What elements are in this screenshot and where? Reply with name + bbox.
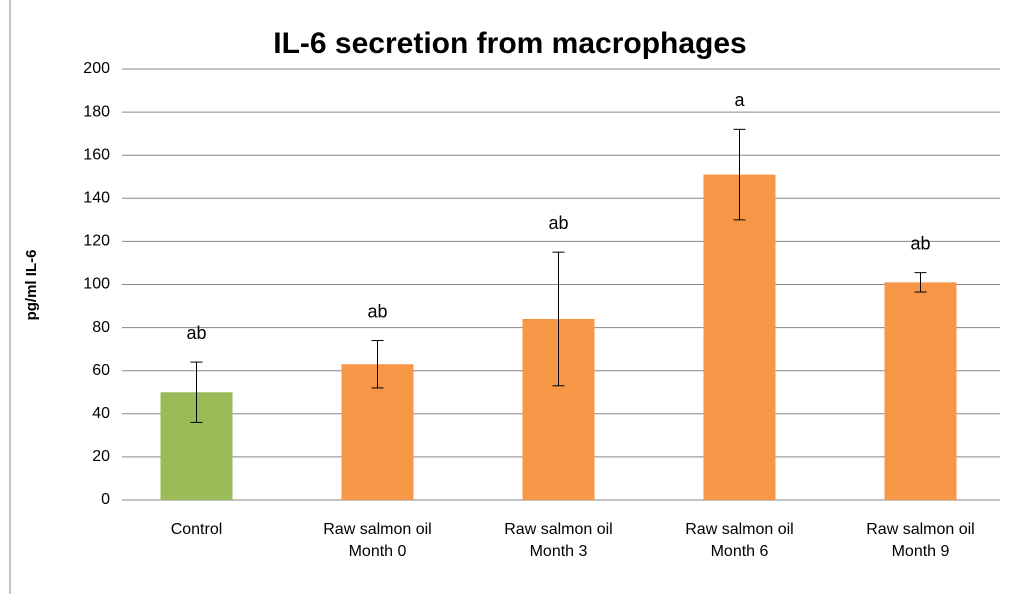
x-tick-label: Raw salmon oil — [685, 521, 793, 538]
y-tick-label: 120 — [83, 233, 110, 250]
chart-title: IL-6 secretion from macrophages — [273, 27, 746, 60]
annotation: ab — [548, 213, 568, 233]
annotation: a — [734, 90, 745, 110]
y-tick-label: 0 — [101, 491, 110, 508]
x-tick-label: Raw salmon oil — [866, 521, 974, 538]
y-tick-label: 60 — [92, 362, 110, 379]
chart-frame — [9, 0, 1020, 594]
annotation: ab — [367, 301, 387, 321]
x-tick-label: Month 9 — [892, 543, 950, 560]
y-tick-label: 80 — [92, 319, 110, 336]
y-tick-label: 140 — [83, 190, 110, 207]
annotation: ab — [186, 323, 206, 343]
y-axis-label: pg/ml IL-6 — [23, 250, 40, 321]
x-tick-label: Month 3 — [530, 543, 588, 560]
bar — [884, 282, 957, 500]
bar — [703, 174, 776, 500]
x-tick-label: Month 0 — [349, 543, 407, 560]
y-tick-label: 180 — [83, 103, 110, 120]
x-tick-label: Raw salmon oil — [323, 521, 431, 538]
y-tick-label: 40 — [92, 405, 110, 422]
x-tick-label: Control — [171, 521, 223, 538]
y-tick-label: 100 — [83, 276, 110, 293]
x-tick-label: Month 6 — [711, 543, 769, 560]
annotation: ab — [910, 233, 930, 253]
x-tick-label: Raw salmon oil — [504, 521, 612, 538]
y-tick-label: 20 — [92, 448, 110, 465]
y-tick-label: 160 — [83, 146, 110, 163]
y-tick-label: 200 — [83, 60, 110, 77]
